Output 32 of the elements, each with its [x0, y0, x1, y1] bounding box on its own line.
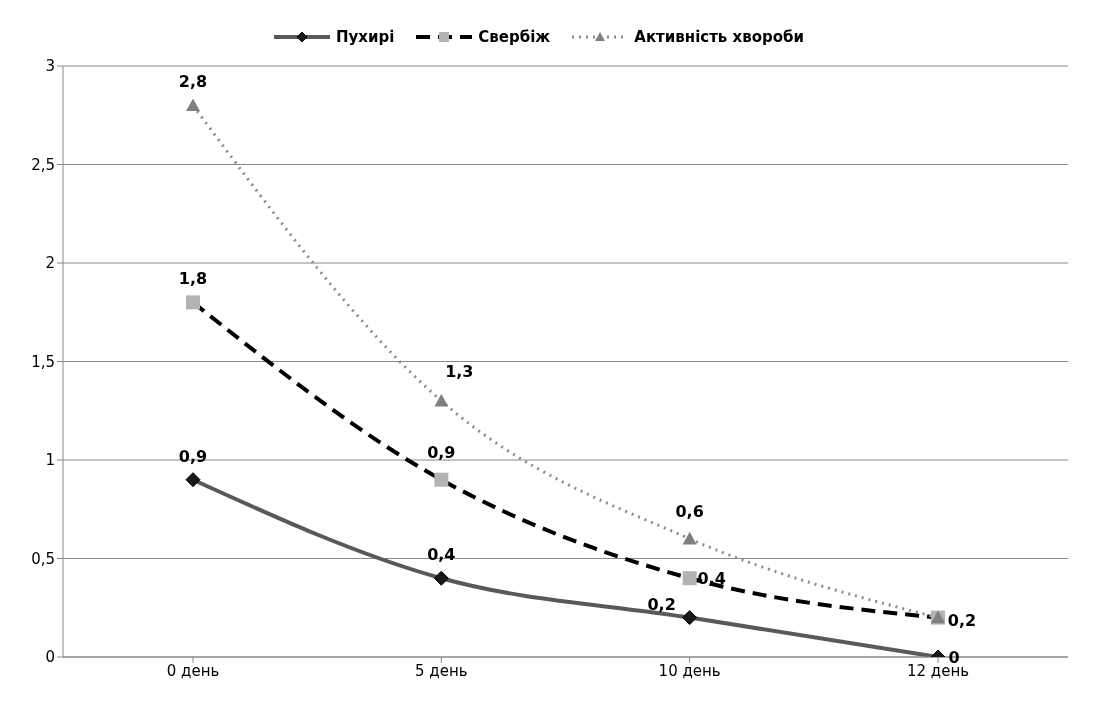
- point: [682, 571, 697, 586]
- data-label: 0,4: [427, 545, 456, 565]
- y-tick-label: 0: [45, 648, 55, 667]
- x-tick-label: 10 день: [658, 661, 721, 680]
- y-tick-label: 2,5: [31, 155, 55, 174]
- data-label: 0,2: [647, 594, 676, 614]
- x-tick-label: 0 день: [166, 661, 220, 680]
- data-label: 1,8: [178, 269, 208, 289]
- data-label: 1,3: [445, 361, 474, 381]
- point: [185, 472, 201, 488]
- y-tick-label: 1: [45, 451, 55, 470]
- point: [186, 98, 200, 111]
- x-tick-label: 5 день: [415, 661, 468, 680]
- y-tick-label: 3: [45, 57, 55, 76]
- y-tick-label: 0,5: [31, 549, 55, 568]
- data-label: 0: [948, 648, 960, 667]
- point: [433, 570, 449, 586]
- legend-label: Активність хвороби: [633, 28, 805, 46]
- data-label: 0,6: [675, 501, 704, 521]
- point: [682, 531, 697, 545]
- data-label: 0,9: [427, 442, 456, 462]
- point: [434, 393, 449, 407]
- y-tick-label: 1,5: [31, 352, 55, 371]
- legend-label: Свербіж: [477, 28, 551, 46]
- point: [186, 295, 200, 310]
- point: [682, 610, 698, 626]
- data-label: 0,2: [947, 610, 977, 630]
- legend-label: Пухирі: [334, 28, 395, 46]
- data-label: 2,8: [178, 72, 208, 92]
- point: [434, 472, 449, 487]
- data-label: 0,9: [178, 446, 208, 466]
- y-tick-label: 2: [45, 254, 55, 273]
